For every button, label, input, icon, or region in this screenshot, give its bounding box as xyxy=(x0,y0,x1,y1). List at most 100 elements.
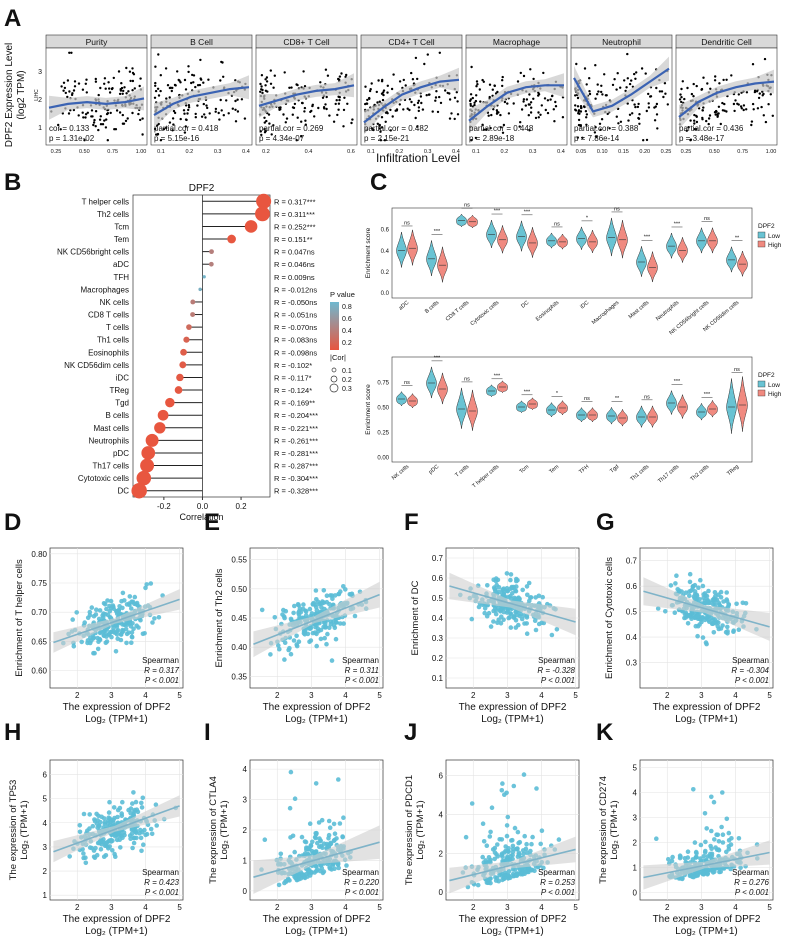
data-point xyxy=(268,652,273,657)
data-point xyxy=(304,123,307,126)
stat-p: p = 4.34e-07 xyxy=(259,134,305,143)
data-point xyxy=(278,851,284,857)
data-point xyxy=(280,612,285,617)
x-axis-label: Log₂ (TPM+1) xyxy=(85,714,148,725)
data-point xyxy=(637,102,640,106)
data-point xyxy=(413,103,416,107)
data-point xyxy=(539,620,545,626)
panel-label-i: I xyxy=(204,719,211,746)
stat-p: p = 2.89e-18 xyxy=(469,134,515,143)
data-point xyxy=(133,87,136,90)
data-point xyxy=(310,601,316,607)
cell-type-label: Tem xyxy=(114,235,129,244)
data-point xyxy=(687,612,692,618)
data-point xyxy=(518,125,521,128)
data-point xyxy=(499,614,504,619)
data-point xyxy=(179,117,182,121)
data-point xyxy=(296,639,302,644)
data-point xyxy=(131,89,134,92)
data-point xyxy=(311,103,314,107)
data-point xyxy=(282,113,285,116)
correlation-label: R = 0.252*** xyxy=(274,222,316,231)
size-legend-dot xyxy=(331,367,337,373)
data-point xyxy=(687,579,693,585)
data-point xyxy=(288,835,293,840)
size-legend-label: 0.3 xyxy=(342,386,352,393)
data-point xyxy=(680,96,683,99)
data-point xyxy=(726,830,732,836)
data-point xyxy=(582,105,586,108)
fit-line xyxy=(153,86,250,117)
data-point xyxy=(162,127,166,131)
data-point xyxy=(469,801,475,806)
data-point xyxy=(687,571,693,577)
data-point xyxy=(616,72,619,75)
data-point xyxy=(480,854,486,860)
data-point xyxy=(272,86,275,89)
data-point xyxy=(588,90,591,93)
y-axis-label: Enrichment score xyxy=(365,227,372,278)
data-point xyxy=(94,110,98,113)
data-point xyxy=(725,78,728,82)
stat-p: P < 0.001 xyxy=(145,676,179,685)
data-point xyxy=(529,68,532,71)
data-point xyxy=(436,110,440,114)
data-point xyxy=(218,118,221,121)
data-point xyxy=(680,100,683,104)
data-point xyxy=(99,86,102,90)
data-point xyxy=(489,805,495,810)
data-point xyxy=(336,591,342,597)
y-tick-label: 0.1 xyxy=(432,674,444,683)
x-tick-label: 0.75 xyxy=(737,149,748,155)
data-point xyxy=(416,101,420,105)
data-point xyxy=(364,102,367,106)
data-point xyxy=(292,796,298,801)
data-point xyxy=(497,111,500,114)
data-point xyxy=(104,87,107,90)
x-axis-label: Infiltration Level xyxy=(376,151,460,165)
y-tick-label: 0.40 xyxy=(231,643,247,652)
data-point xyxy=(455,91,458,94)
data-point xyxy=(149,831,155,837)
data-point xyxy=(718,82,721,85)
data-point xyxy=(724,816,730,822)
group-label: pDC xyxy=(428,464,440,476)
data-point xyxy=(79,639,84,645)
correlation-label: R = -0.261*** xyxy=(274,436,318,445)
stat-method: Spearman xyxy=(732,656,769,665)
data-point xyxy=(264,84,267,87)
significance-label: ns xyxy=(404,220,410,226)
y-tick-label: 1 xyxy=(38,125,42,132)
data-point xyxy=(164,67,168,70)
data-point xyxy=(268,122,271,125)
data-point xyxy=(214,110,217,113)
data-point xyxy=(533,627,539,633)
data-point xyxy=(532,97,535,101)
data-point xyxy=(675,587,680,592)
data-point xyxy=(110,603,116,608)
significance-label: *** xyxy=(494,209,501,215)
data-point xyxy=(395,109,399,112)
y-tick-label: 2 xyxy=(633,839,638,848)
data-point xyxy=(200,115,204,118)
data-point xyxy=(578,112,581,116)
data-point xyxy=(60,85,63,88)
lollipop-dot xyxy=(176,373,184,382)
data-point xyxy=(576,105,580,108)
data-point xyxy=(619,120,623,124)
data-point xyxy=(510,846,516,852)
data-point xyxy=(112,833,118,839)
data-point xyxy=(398,103,401,106)
data-point xyxy=(259,82,262,86)
data-point xyxy=(705,872,710,877)
x-axis-label: Log₂ (TPM+1) xyxy=(85,926,148,937)
data-point xyxy=(107,81,110,84)
data-point xyxy=(713,79,717,82)
data-point xyxy=(704,593,710,599)
data-point xyxy=(742,108,745,112)
data-point xyxy=(595,135,598,138)
data-point xyxy=(701,854,707,859)
violin-high xyxy=(647,251,658,283)
plot-frame xyxy=(132,194,271,498)
significance-label: ns xyxy=(734,367,740,373)
